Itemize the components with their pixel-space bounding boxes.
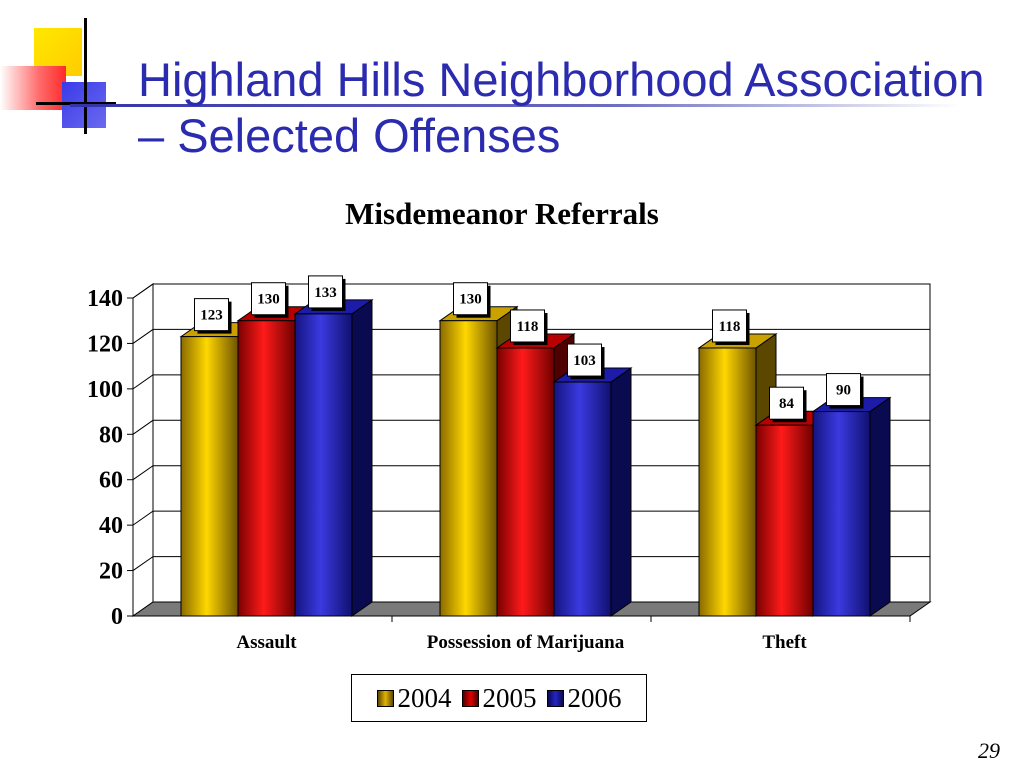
chart-bars: 123 130 133 130 118 103 118 84 90: [179, 275, 892, 617]
bar: [439, 320, 498, 617]
gridline: [132, 374, 930, 390]
data-label-text: 84: [779, 396, 795, 412]
bar: [553, 381, 612, 617]
bar-side-face: [610, 367, 632, 617]
gridline: [132, 465, 930, 481]
bar: [237, 320, 296, 617]
bar: [294, 313, 353, 617]
x-category-label: Theft: [762, 632, 807, 653]
x-axis: Assault Possession of Marijuana Theft: [133, 615, 911, 653]
y-tick-label: 120: [87, 331, 123, 357]
data-label-text: 103: [573, 353, 596, 369]
slide-title: Highland Hills Neighborhood Association …: [138, 53, 985, 162]
title-underline: [70, 104, 960, 107]
chart-legend: 2004 2005 2006: [351, 674, 647, 722]
y-tick-label: 80: [99, 422, 123, 448]
data-label: 130: [251, 282, 289, 318]
gridline: [132, 328, 930, 344]
data-label-text: 118: [719, 319, 741, 335]
data-label: 103: [567, 343, 605, 380]
legend-swatch: [461, 689, 479, 707]
logo-horizontal-line: [36, 102, 116, 105]
legend-swatch: [546, 689, 564, 707]
data-label-text: 133: [314, 285, 337, 301]
legend-item: 2005: [461, 682, 537, 714]
bar: [180, 336, 239, 617]
data-label: 90: [826, 373, 864, 409]
y-axis: 0 20 40 60 80 100 120 140: [87, 286, 134, 630]
bar: [496, 347, 555, 617]
chart-title: Misdemeanor Referrals: [345, 196, 659, 231]
bar: [812, 411, 871, 617]
data-label-text: 90: [836, 383, 851, 399]
x-category-label: Assault: [236, 632, 297, 653]
data-label-text: 130: [459, 292, 482, 308]
legend-label: 2006: [567, 682, 622, 713]
y-tick-label: 20: [99, 559, 123, 585]
data-label: 118: [712, 309, 750, 345]
chart-side-wall: [132, 283, 154, 617]
bar-side-face: [351, 298, 373, 617]
y-tick-label: 100: [87, 377, 123, 403]
data-label: 118: [510, 309, 548, 345]
data-label: 133: [308, 275, 346, 311]
bar: [698, 347, 757, 617]
data-label: 84: [769, 386, 807, 423]
data-label-text: 118: [517, 319, 539, 335]
legend-swatch: [376, 689, 394, 707]
bar-side-face: [869, 396, 891, 617]
y-tick-label: 0: [111, 604, 123, 630]
legend-label: 2004: [397, 682, 452, 713]
y-tick-label: 60: [99, 468, 123, 494]
x-category-label: Possession of Marijuana: [427, 632, 625, 653]
gridline: [132, 556, 930, 571]
bar: [755, 424, 814, 617]
gridline: [132, 283, 930, 299]
gridline: [132, 510, 930, 526]
logo-vertical-line: [84, 18, 87, 134]
y-tick-label: 140: [87, 286, 123, 312]
gridline: [132, 419, 930, 435]
data-label-text: 123: [200, 308, 223, 324]
page-number: 29: [978, 738, 1000, 763]
data-label-text: 130: [257, 292, 280, 308]
legend-item: 2006: [546, 682, 622, 714]
data-label: 123: [194, 298, 232, 334]
legend-label: 2005: [482, 682, 537, 713]
data-label: 130: [453, 282, 491, 318]
legend-item: 2004: [376, 682, 452, 714]
y-tick-label: 40: [99, 513, 123, 539]
